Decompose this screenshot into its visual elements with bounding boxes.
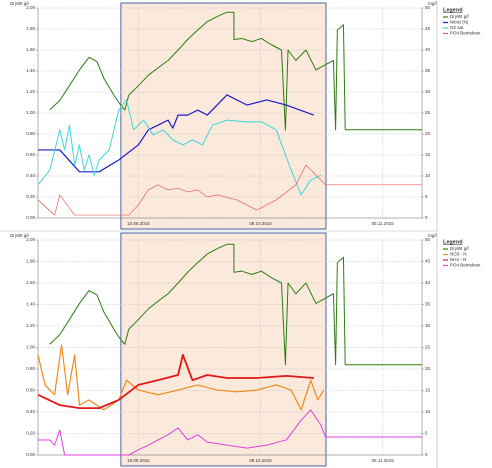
legend-label: DryWt g/l — [450, 14, 469, 19]
y2-tick-label: 25 — [425, 110, 431, 115]
series-line — [37, 344, 325, 411]
legend-title: Legend — [443, 239, 463, 245]
series-line — [49, 243, 422, 366]
y-tick-label: 1.20 — [26, 89, 35, 94]
y-tick-label: 1.20 — [26, 323, 35, 328]
y-tick-label: 0.20 — [26, 194, 35, 199]
y2-tick-label: 50 — [425, 5, 431, 10]
y2-tick-label: 40 — [425, 280, 431, 285]
y-tick-label: 0.20 — [26, 431, 35, 436]
y-tick-label: 1.00 — [26, 345, 35, 350]
series-line — [37, 99, 321, 196]
y2-tick-label: 35 — [425, 302, 431, 307]
series-line — [38, 94, 314, 173]
y-tick-label: 1.80 — [26, 259, 35, 264]
y2-tick-label: 35 — [425, 68, 431, 73]
y-tick-label: 0.60 — [26, 388, 35, 393]
y2-tick-label: 30 — [425, 323, 431, 328]
y2-tick-label: 5 — [425, 194, 428, 199]
y-tick-label: 2.00 — [26, 5, 35, 10]
y2-tick-label: 15 — [425, 388, 431, 393]
y2-tick-label: 15 — [425, 152, 431, 157]
y-tick-label: 0.40 — [26, 173, 35, 178]
y2-axis-label: mg/l — [428, 1, 437, 6]
x-tick-label: 05.11.2015 — [372, 221, 395, 226]
y-axis-label: DryWt g/l — [10, 1, 29, 6]
x-tick-label: 08.10.2015 — [249, 221, 272, 226]
y2-tick-label: 10 — [425, 173, 431, 178]
y-tick-label: 1.60 — [26, 280, 35, 285]
highlight-period — [120, 2, 327, 230]
legend-label: NO3 - N — [450, 252, 467, 257]
y-tick-label: 2.00 — [26, 237, 35, 242]
y-tick-label: 1.00 — [26, 110, 35, 115]
y2-tick-label: 20 — [425, 366, 431, 371]
series-line — [37, 353, 314, 410]
y2-tick-label: 0 — [425, 452, 428, 457]
y-tick-label: 1.80 — [26, 26, 35, 31]
y-tick-label: 1.60 — [26, 47, 35, 52]
y2-tick-label: 20 — [425, 131, 431, 136]
y2-tick-label: 10 — [425, 409, 431, 414]
x-tick-label: 05.11.2015 — [372, 458, 395, 463]
y2-axis-label: mg/l — [428, 233, 437, 238]
y-tick-label: 0.80 — [26, 131, 35, 136]
highlight-period — [120, 232, 327, 467]
y-tick-label: 1.40 — [26, 68, 35, 73]
y2-tick-label: 5 — [425, 431, 428, 436]
series-line — [37, 164, 422, 216]
y2-tick-label: 50 — [425, 237, 431, 242]
x-tick-label: 08.10.2015 — [249, 458, 272, 463]
legend-label: O2 sat. — [450, 25, 465, 30]
legend-label: Nitrat (N) — [450, 20, 469, 25]
y-tick-label: 1.40 — [26, 302, 35, 307]
legend-label: NH4 - N — [450, 257, 466, 262]
legend-label: PO4 Betriebsw. — [450, 31, 481, 36]
y2-tick-label: 45 — [425, 259, 431, 264]
y2-tick-label: 40 — [425, 47, 431, 52]
y-tick-label: 0.80 — [26, 366, 35, 371]
y-tick-label: 0.40 — [26, 409, 35, 414]
legend-label: DryWt g/l — [450, 246, 469, 251]
y-tick-label: 0.00 — [26, 452, 35, 457]
y-axis-label: DryWt g/l — [10, 233, 29, 238]
legend-title: Legend — [443, 7, 463, 13]
legend-label: PO4 Betriebsw. — [450, 263, 481, 268]
y2-tick-label: 30 — [425, 89, 431, 94]
y-tick-label: 0.60 — [26, 152, 35, 157]
y2-tick-label: 0 — [425, 215, 428, 220]
x-tick-label: 10.09.2015 — [127, 458, 150, 463]
y2-tick-label: 25 — [425, 345, 431, 350]
series-line — [38, 409, 422, 456]
y2-tick-label: 45 — [425, 26, 431, 31]
y-tick-label: 0.00 — [26, 215, 35, 220]
series-line — [49, 11, 422, 131]
x-tick-label: 10.09.2015 — [127, 221, 150, 226]
